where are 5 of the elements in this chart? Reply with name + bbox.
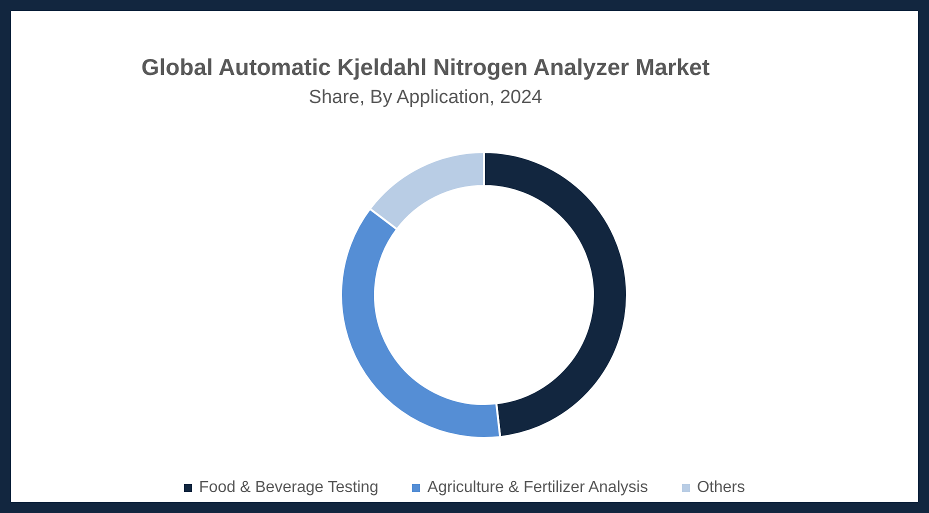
legend-label: Agriculture & Fertilizer Analysis xyxy=(427,479,648,497)
chart-subtitle: Share, By Application, 2024 xyxy=(308,87,544,109)
chart-title: Global Automatic Kjeldahl Nitrogen Analyzer Market xyxy=(140,54,711,81)
legend-label: Food & Beverage Testing xyxy=(199,479,378,497)
legend-label: Others xyxy=(696,479,745,497)
